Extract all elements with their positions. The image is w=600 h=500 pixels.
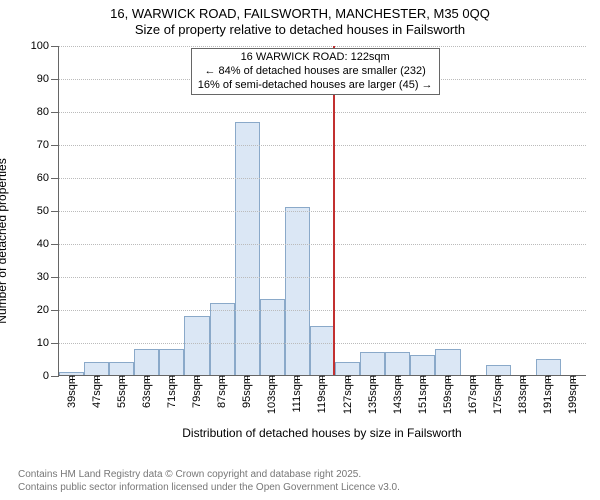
x-tick-label: 63sqm	[141, 375, 153, 408]
bar	[210, 303, 235, 375]
y-tick-label: 20	[37, 304, 49, 316]
annotation-line: 16% of semi-detached houses are larger (…	[198, 79, 433, 93]
bar	[159, 349, 184, 375]
bar	[360, 352, 385, 375]
x-tick-label: 175sqm	[492, 375, 504, 414]
x-tick-label: 199sqm	[567, 375, 579, 414]
reference-line	[333, 46, 335, 375]
x-tick-label: 55sqm	[116, 375, 128, 408]
x-tick-label: 143sqm	[392, 375, 404, 414]
x-tick-label: 167sqm	[467, 375, 479, 414]
bar	[285, 207, 310, 375]
y-tick-label: 50	[37, 205, 49, 217]
x-tick-label: 103sqm	[266, 375, 278, 414]
footer-line-1: Contains HM Land Registry data © Crown c…	[18, 469, 400, 482]
annotation-box: 16 WARWICK ROAD: 122sqm← 84% of detached…	[191, 48, 440, 95]
y-tick-label: 100	[31, 40, 49, 52]
x-tick-label: 71sqm	[166, 375, 178, 408]
bar	[109, 362, 134, 375]
y-tick	[51, 211, 59, 212]
x-tick-label: 79sqm	[191, 375, 203, 408]
y-tick	[51, 145, 59, 146]
y-tick-label: 0	[43, 370, 49, 382]
y-tick	[51, 310, 59, 311]
y-tick	[51, 376, 59, 377]
y-tick	[51, 277, 59, 278]
bar	[435, 349, 460, 375]
x-tick-label: 183sqm	[517, 375, 529, 414]
y-tick-label: 90	[37, 73, 49, 85]
footer-attribution: Contains HM Land Registry data © Crown c…	[18, 469, 400, 494]
gridline	[59, 310, 586, 311]
y-tick	[51, 112, 59, 113]
x-tick-label: 127sqm	[342, 375, 354, 414]
bar	[385, 352, 410, 375]
gridline	[59, 178, 586, 179]
annotation-line: ← 84% of detached houses are smaller (23…	[198, 65, 433, 79]
bar	[335, 362, 360, 375]
y-tick-label: 30	[37, 271, 49, 283]
y-tick-label: 70	[37, 139, 49, 151]
x-tick-label: 119sqm	[316, 375, 328, 413]
x-tick-label: 95sqm	[241, 375, 253, 408]
plot-region: 39sqm47sqm55sqm63sqm71sqm79sqm87sqm95sqm…	[58, 46, 586, 376]
bar	[536, 359, 561, 375]
y-tick-label: 10	[37, 337, 49, 349]
y-tick-label: 40	[37, 238, 49, 250]
bar	[184, 316, 209, 375]
annotation-line: 16 WARWICK ROAD: 122sqm	[198, 51, 433, 65]
x-tick-label: 151sqm	[417, 375, 429, 414]
x-tick-label: 87sqm	[216, 375, 228, 408]
gridline	[59, 277, 586, 278]
x-tick-label: 39sqm	[66, 375, 78, 408]
gridline	[59, 343, 586, 344]
y-tick-label: 60	[37, 172, 49, 184]
gridline	[59, 211, 586, 212]
x-tick-label: 159sqm	[442, 375, 454, 414]
footer-line-2: Contains public sector information licen…	[18, 482, 400, 495]
y-tick	[51, 79, 59, 80]
y-tick	[51, 244, 59, 245]
title-line-1: 16, WARWICK ROAD, FAILSWORTH, MANCHESTER…	[0, 6, 600, 22]
chart-titles: 16, WARWICK ROAD, FAILSWORTH, MANCHESTER…	[0, 0, 600, 39]
x-tick-label: 47sqm	[91, 375, 103, 408]
y-axis-label: Number of detached properties	[0, 158, 9, 323]
bar	[310, 326, 335, 375]
y-tick-label: 80	[37, 106, 49, 118]
x-tick-label: 111sqm	[291, 375, 303, 413]
gridline	[59, 244, 586, 245]
gridline	[59, 46, 586, 47]
bar	[486, 365, 511, 375]
y-tick	[51, 343, 59, 344]
bar	[84, 362, 109, 375]
title-line-2: Size of property relative to detached ho…	[0, 22, 600, 38]
y-tick	[51, 46, 59, 47]
bar	[410, 355, 435, 375]
bar	[134, 349, 159, 375]
x-tick-label: 135sqm	[367, 375, 379, 414]
gridline	[59, 112, 586, 113]
x-axis-label: Distribution of detached houses by size …	[58, 426, 586, 440]
gridline	[59, 145, 586, 146]
bar	[235, 122, 260, 375]
y-tick	[51, 178, 59, 179]
x-tick-label: 191sqm	[542, 375, 554, 414]
chart-area: Number of detached properties 39sqm47sqm…	[0, 42, 600, 440]
